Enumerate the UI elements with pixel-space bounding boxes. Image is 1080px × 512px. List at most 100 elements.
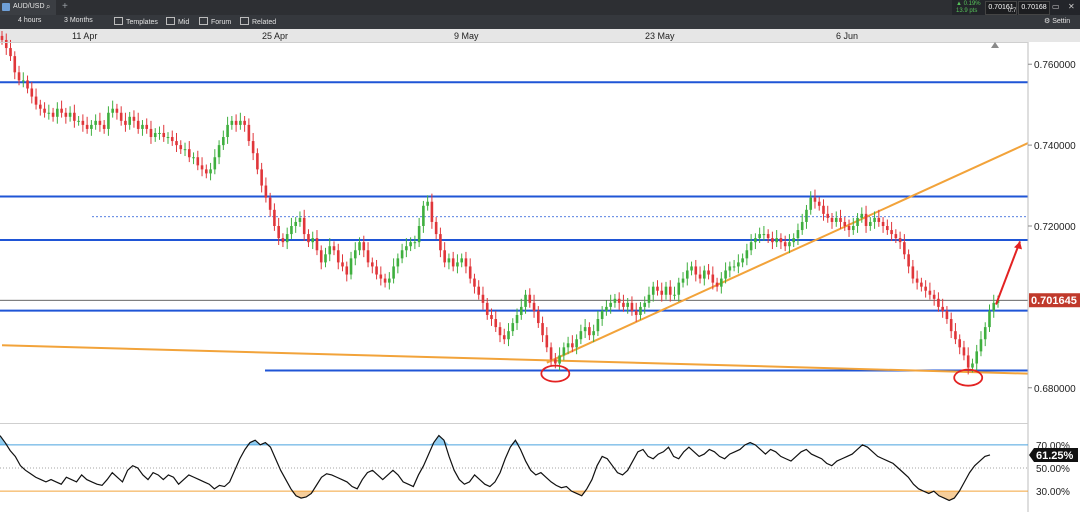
candle-body	[494, 319, 498, 328]
maximize-icon[interactable]: ▭	[1052, 2, 1060, 11]
candle-body	[605, 306, 608, 311]
candle-body	[375, 266, 378, 275]
candle-body	[264, 185, 268, 198]
rsi-oversold-fill	[0, 491, 990, 501]
candle-body	[379, 274, 383, 279]
y-tick-label: 0.760000	[1034, 60, 1076, 71]
candle-body	[73, 112, 76, 121]
candle-body	[690, 266, 693, 271]
candle-body	[656, 286, 659, 291]
candle-body	[430, 201, 434, 222]
candle-body	[575, 339, 578, 348]
price-axis: 0.760000 0.740000 0.720000 0.680000 0.701645	[0, 42, 1080, 512]
candle-body	[294, 221, 297, 226]
candle-body	[192, 157, 195, 159]
candle-body	[588, 327, 591, 336]
candle-body	[596, 319, 600, 332]
candle-body	[707, 270, 710, 275]
buy-price-button[interactable]: 0.70168	[1018, 1, 1050, 15]
rsi-line	[0, 434, 991, 502]
symbol-tab[interactable]: AUD/USD	[0, 0, 56, 15]
candle-body	[890, 230, 893, 235]
candle-body	[562, 347, 566, 356]
candle-body	[111, 108, 114, 113]
rsi-tick-label: 70.00%	[1036, 441, 1070, 452]
candle-body	[77, 120, 80, 122]
candle-body	[222, 137, 225, 146]
candle-body	[145, 124, 149, 129]
axis-corner	[1028, 29, 1080, 42]
candle-body	[464, 258, 468, 267]
candle-body	[170, 137, 174, 142]
candle-body	[396, 258, 400, 267]
candle-body	[954, 331, 957, 340]
candle-body	[571, 343, 574, 348]
candle-body	[85, 124, 89, 129]
candle-body	[413, 242, 417, 244]
candle-body	[941, 306, 944, 311]
candle-body	[915, 278, 919, 283]
interval-select[interactable]: 4 hours	[18, 17, 42, 24]
candle-body	[617, 298, 621, 303]
currency-flag-icon	[2, 3, 10, 11]
candle-body	[115, 108, 119, 113]
price-type-button[interactable]: Mid	[166, 17, 189, 26]
candle-body	[439, 234, 442, 251]
candle-body	[481, 294, 485, 303]
candle-body	[732, 266, 736, 268]
symbol-bar: AUD/USD ⌕ + ▲ 0.19% 13.9 pts 0.70161 0.7…	[0, 0, 1080, 15]
add-tab-button[interactable]: +	[62, 1, 68, 12]
templates-button[interactable]: Templates	[114, 17, 158, 26]
candle-body	[545, 335, 549, 348]
candle-body	[319, 250, 323, 263]
annotations	[540, 241, 1022, 387]
candle-body	[966, 355, 970, 368]
candle-body	[971, 363, 974, 368]
candle-body	[502, 335, 506, 340]
candle-body	[609, 302, 612, 307]
projection-arrow-head	[1014, 241, 1022, 250]
y-tick-label: 0.680000	[1034, 384, 1076, 395]
related-button[interactable]: Related	[240, 17, 276, 26]
candle-body	[349, 258, 353, 275]
candle-body	[894, 234, 898, 239]
candle-body	[626, 302, 629, 307]
candle-body	[711, 274, 715, 283]
candle-body	[932, 294, 936, 299]
search-icon[interactable]: ⌕	[46, 2, 51, 11]
candle-body	[843, 221, 847, 226]
candle-body	[826, 213, 830, 218]
sell-price-button[interactable]: 0.70161	[985, 1, 1017, 15]
candle-body	[362, 242, 366, 251]
settings-button[interactable]: ⚙ Settin	[1044, 18, 1071, 25]
candle-body	[907, 254, 910, 267]
price-change: ▲ 0.19% 13.9 pts	[956, 1, 981, 15]
candle-body	[962, 347, 966, 356]
candle-body	[515, 314, 519, 324]
candle-body	[460, 258, 463, 263]
candle-body	[217, 145, 221, 158]
candle-body	[507, 331, 510, 340]
candle-body	[834, 217, 838, 222]
chart-toolbar: 4 hours 3 Months Templates Mid Forum Rel…	[0, 15, 1080, 29]
trendlines	[1, 142, 1029, 375]
candle-body	[136, 120, 140, 129]
candle-body	[205, 169, 208, 174]
candle-body	[771, 238, 774, 243]
candle-body	[754, 238, 757, 243]
candle-body	[341, 262, 344, 267]
range-select[interactable]: 3 Months	[64, 17, 93, 24]
candle-body	[230, 120, 234, 125]
candle-body	[81, 120, 85, 125]
close-icon[interactable]: ✕	[1068, 2, 1075, 11]
price-axis-bg	[1028, 42, 1080, 512]
candle-body	[247, 124, 251, 142]
candle-body	[830, 217, 834, 222]
current-price-label: 0.701645	[1031, 295, 1077, 307]
forum-button[interactable]: Forum	[199, 17, 231, 26]
candle-body	[251, 141, 255, 154]
candle-body	[762, 234, 766, 236]
candle-body	[13, 56, 17, 73]
candle-body	[822, 205, 825, 214]
